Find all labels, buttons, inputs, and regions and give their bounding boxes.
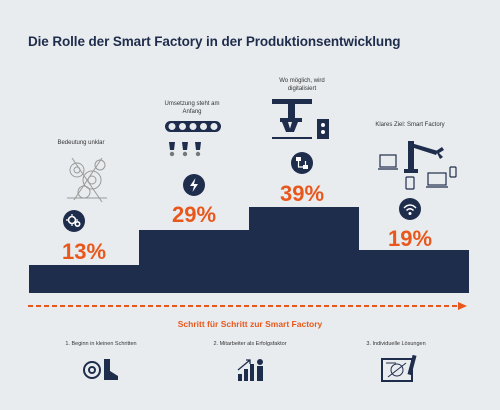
gear-machine-illustration [67, 157, 107, 203]
step-2 [139, 230, 249, 293]
footer-label-2: 2. Mitarbeiter als Erfolgsfaktor [213, 341, 287, 347]
stage-2-percent: 29% [171, 202, 217, 227]
machine-boot-icon [83, 359, 118, 380]
stage-1-percent: 13% [61, 239, 107, 264]
stage-1-note: Bedeutung unklar [57, 140, 105, 146]
step-3 [249, 207, 359, 293]
smart-factory-illustration [378, 141, 457, 190]
footer-label-1: 1. Beginn in kleinen Schritten [65, 341, 137, 347]
wifi-icon [399, 198, 421, 220]
stage-3-note: Wo möglich, wird digitalisiert [279, 78, 325, 92]
progress-arrow [28, 302, 467, 310]
step-4 [359, 250, 469, 293]
gears-icon [63, 210, 85, 232]
conveyor-illustration [165, 121, 221, 157]
stage-2-note: Umsetzung steht am Anfang [164, 101, 220, 115]
stage-4-percent: 19% [387, 226, 433, 251]
arrow-label: Schritt für Schritt zur Smart Factory [177, 319, 323, 329]
footer-label-3: 3. Individuelle Lösungen [366, 341, 426, 347]
stage-4-note: Klares Ziel: Smart Factory [375, 122, 445, 128]
step-1 [29, 265, 139, 293]
growth-person-icon [237, 359, 263, 381]
page-title: Die Rolle der Smart Factory in der Produ… [28, 34, 401, 49]
flowchart-icon [291, 152, 313, 174]
lightning-icon [183, 174, 205, 196]
blueprint-icon [381, 354, 417, 382]
stage-3-percent: 39% [279, 181, 325, 206]
robot-arm-illustration [272, 99, 329, 139]
